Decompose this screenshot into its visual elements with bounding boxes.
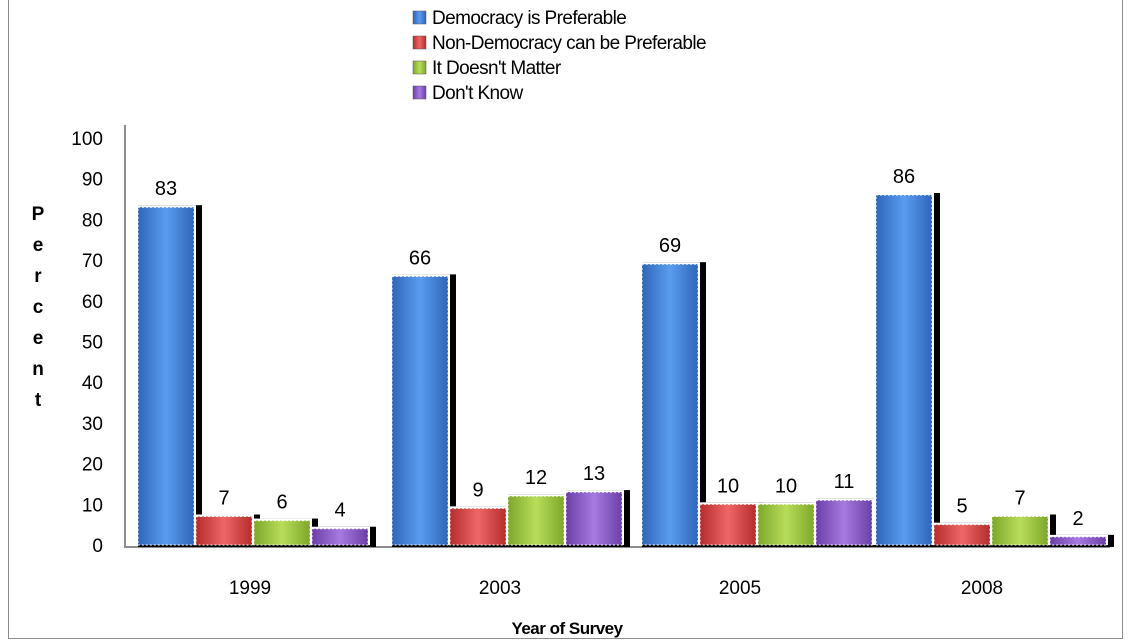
bar xyxy=(757,503,815,546)
legend-label: Non-Democracy can be Preferable xyxy=(432,33,706,54)
legend-label: Don't Know xyxy=(432,83,523,104)
data-label: 10 xyxy=(717,475,739,497)
data-label: 5 xyxy=(956,496,967,518)
y-axis-title-letter: n xyxy=(32,359,44,380)
data-label: 13 xyxy=(583,463,605,485)
data-labels-layer: 83 7 6 4 66 9 12 13 69 10 10 11 86 5 7 2 xyxy=(155,166,1084,530)
y-tick-label: 100 xyxy=(71,129,103,150)
y-axis-title-letter: e xyxy=(33,235,44,256)
bar xyxy=(449,507,507,546)
y-axis-title-letter: t xyxy=(35,390,42,411)
bar xyxy=(991,516,1049,546)
legend-swatch xyxy=(412,85,427,100)
bar xyxy=(565,491,623,546)
y-tick-label: 70 xyxy=(82,251,103,272)
bar xyxy=(507,495,565,546)
data-label: 11 xyxy=(834,471,855,493)
data-label: 9 xyxy=(472,479,483,501)
bars-layer xyxy=(136,192,1114,548)
data-label: 12 xyxy=(525,467,547,489)
data-label: 83 xyxy=(155,178,177,200)
data-label: 10 xyxy=(775,475,797,497)
y-tick-label: 80 xyxy=(82,210,103,231)
y-tick-label: 40 xyxy=(82,373,103,394)
y-tick-label: 20 xyxy=(82,455,103,476)
bar xyxy=(933,524,991,546)
legend: Democracy is Preferable Non-Democracy can… xyxy=(412,8,707,104)
bar xyxy=(311,528,369,546)
data-label: 7 xyxy=(218,488,229,510)
y-tick-label: 60 xyxy=(82,292,103,313)
legend-label: Democracy is Preferable xyxy=(432,8,626,29)
legend-swatch xyxy=(412,10,427,25)
y-tick-label: 90 xyxy=(82,170,103,191)
bar xyxy=(815,499,873,546)
y-axis-title-letter: c xyxy=(33,297,44,318)
bar xyxy=(253,520,311,546)
x-tick-label: 2005 xyxy=(719,578,761,599)
bar xyxy=(137,206,195,546)
data-label: 66 xyxy=(409,247,431,269)
y-tick-label: 10 xyxy=(82,495,103,516)
x-tick-label: 2008 xyxy=(961,578,1003,599)
bar xyxy=(391,275,449,546)
x-tick-label: 2003 xyxy=(479,578,521,599)
bar xyxy=(641,263,699,546)
y-axis-title-letter: r xyxy=(34,266,42,287)
x-axis-title: Year of Survey xyxy=(511,619,623,638)
bar xyxy=(699,503,757,546)
data-label: 6 xyxy=(276,492,287,514)
data-label: 4 xyxy=(334,500,345,522)
data-label: 69 xyxy=(659,235,681,257)
bar xyxy=(875,194,933,546)
x-tick-label: 1999 xyxy=(229,578,271,599)
y-tick-label: 0 xyxy=(92,536,103,557)
y-axis-title-letter: e xyxy=(33,328,44,349)
legend-swatch xyxy=(412,35,427,50)
bar xyxy=(1049,536,1107,546)
data-label: 86 xyxy=(893,166,915,188)
data-label: 2 xyxy=(1072,508,1083,530)
legend-swatch xyxy=(412,60,427,75)
legend-label: It Doesn't Matter xyxy=(432,58,562,79)
bar xyxy=(195,516,253,546)
y-axis-title-letter: P xyxy=(32,204,45,225)
data-label: 7 xyxy=(1014,488,1025,510)
y-tick-label: 30 xyxy=(82,414,103,435)
y-tick-label: 50 xyxy=(82,333,103,354)
